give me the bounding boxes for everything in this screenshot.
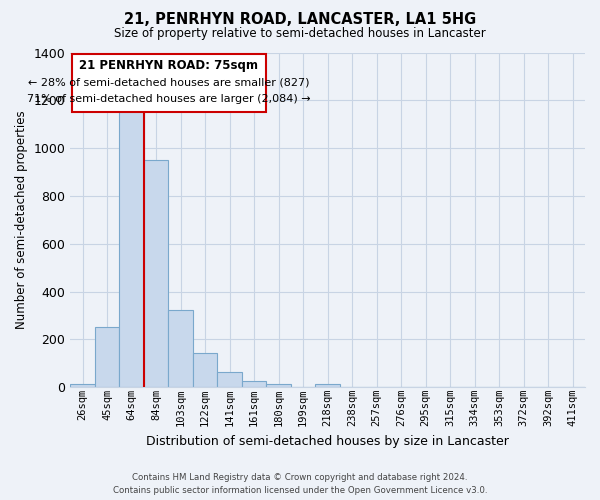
Bar <box>70 384 95 388</box>
Bar <box>193 352 217 388</box>
Bar <box>217 372 242 388</box>
X-axis label: Distribution of semi-detached houses by size in Lancaster: Distribution of semi-detached houses by … <box>146 434 509 448</box>
Y-axis label: Number of semi-detached properties: Number of semi-detached properties <box>15 110 28 329</box>
Bar <box>266 384 291 388</box>
Text: 21, PENRHYN ROAD, LANCASTER, LA1 5HG: 21, PENRHYN ROAD, LANCASTER, LA1 5HG <box>124 12 476 28</box>
Text: ← 28% of semi-detached houses are smaller (827): ← 28% of semi-detached houses are smalle… <box>28 78 310 88</box>
Text: 21 PENRHYN ROAD: 75sqm: 21 PENRHYN ROAD: 75sqm <box>79 59 259 72</box>
Bar <box>144 160 169 388</box>
Bar <box>119 110 144 388</box>
Bar <box>316 384 340 388</box>
Text: Contains HM Land Registry data © Crown copyright and database right 2024.
Contai: Contains HM Land Registry data © Crown c… <box>113 473 487 495</box>
Bar <box>95 328 119 388</box>
Text: Size of property relative to semi-detached houses in Lancaster: Size of property relative to semi-detach… <box>114 28 486 40</box>
Text: 71% of semi-detached houses are larger (2,084) →: 71% of semi-detached houses are larger (… <box>27 94 311 104</box>
Bar <box>169 310 193 388</box>
Bar <box>242 382 266 388</box>
FancyBboxPatch shape <box>71 54 266 112</box>
